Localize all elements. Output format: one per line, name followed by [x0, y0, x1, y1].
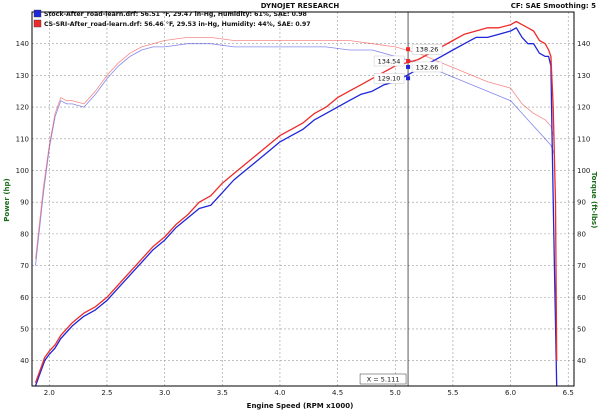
y-tick-label-left: 40 — [20, 357, 29, 365]
y-tick-label-right: 100 — [577, 167, 590, 175]
y-tick-label-right: 70 — [577, 262, 586, 270]
cursor-value-box — [373, 55, 405, 67]
y-axis-label-right: Torque (ft-lbs) — [590, 172, 598, 229]
y-tick-label-left: 120 — [16, 104, 29, 112]
y-tick-label-right: 120 — [577, 104, 590, 112]
cursor-value-label: 132.66 — [416, 63, 439, 71]
chart-title: DYNOJET RESEARCH — [261, 2, 340, 10]
x-tick-label: 2.0 — [44, 389, 55, 397]
legend-swatch — [33, 9, 42, 18]
y-tick-label-right: 90 — [577, 199, 586, 207]
plot-area — [32, 12, 574, 386]
y-tick-label-left: 100 — [16, 167, 29, 175]
cursor-readout-box — [359, 373, 407, 385]
y-tick-label-left: 130 — [16, 72, 29, 80]
legend-label: Stock-After_road-learn.drf: 56.51 °F, 29… — [44, 10, 307, 18]
tick-labels: 2.0 2.5 3.0 3.5 4.0 4.5 5.0 5.5 6.0 6.5 40 40 50 50 60… — [16, 40, 591, 397]
x-tick-label: 6.5 — [563, 389, 574, 397]
cursor-marker — [406, 64, 411, 69]
cursor-value-label: 134.54 — [378, 58, 401, 66]
x-tick-label: 4.0 — [274, 389, 285, 397]
cursor-group: X = 5.111 138.26 132.66 134.54 129.10 — [359, 12, 443, 386]
y-tick-label-right: 60 — [577, 294, 586, 302]
series-line-stock-torque — [35, 43, 555, 266]
y-tick-label-right: 50 — [577, 325, 586, 333]
y-tick-label-left: 140 — [16, 40, 29, 48]
cursor-value-label: 129.10 — [378, 75, 401, 83]
series-line-cs-torque — [35, 37, 555, 260]
legend: Stock-After_road-learn.drf: 56.51 °F, 29… — [33, 9, 311, 28]
y-tick-label-left: 60 — [20, 294, 29, 302]
chart-settings: CF: SAE Smoothing: 5 — [511, 2, 596, 10]
x-tick-label: 5.0 — [390, 389, 401, 397]
y-tick-label-left: 110 — [16, 135, 29, 143]
series-line-cs-power — [34, 20, 558, 384]
plot-frame — [31, 11, 575, 387]
legend-swatch — [33, 19, 42, 28]
cursor-readout: X = 5.111 — [367, 376, 400, 384]
y-axis-label-left: Power (hp) — [3, 178, 11, 221]
x-tick-label: 4.5 — [332, 389, 343, 397]
y-tick-label-left: 90 — [20, 199, 29, 207]
y-tick-label-right: 80 — [577, 230, 586, 238]
x-tick-label: 6.0 — [505, 389, 516, 397]
series-lines — [34, 20, 558, 387]
y-tick-label-left: 70 — [20, 262, 29, 270]
y-tick-label-right: 140 — [577, 40, 590, 48]
x-tick-label: 2.5 — [101, 389, 112, 397]
cursor-value-box — [411, 44, 443, 55]
y-tick-label-right: 110 — [577, 135, 590, 143]
y-tick-label-right: 130 — [577, 72, 590, 80]
y-tick-label-left: 80 — [20, 230, 29, 238]
cursor-value-label: 138.26 — [416, 46, 439, 54]
x-tick-label: 3.5 — [217, 389, 228, 397]
legend-label: CS-SRI-After_road-learn.drf: 56.46 °F, 2… — [44, 20, 311, 28]
x-tick-label: 5.5 — [447, 389, 458, 397]
y-tick-label-right: 40 — [577, 357, 586, 365]
cursor-value-box — [411, 61, 443, 73]
cursor-marker — [406, 47, 411, 52]
x-tick-label: 3.0 — [159, 389, 170, 397]
cursor-marker — [406, 59, 411, 64]
cursor-value-box — [373, 73, 405, 84]
cursor-marker — [406, 76, 411, 81]
series-line-stock-power — [34, 27, 558, 387]
y-tick-label-left: 50 — [20, 325, 29, 333]
x-axis-label: Engine Speed (RPM x1000) — [247, 402, 354, 410]
